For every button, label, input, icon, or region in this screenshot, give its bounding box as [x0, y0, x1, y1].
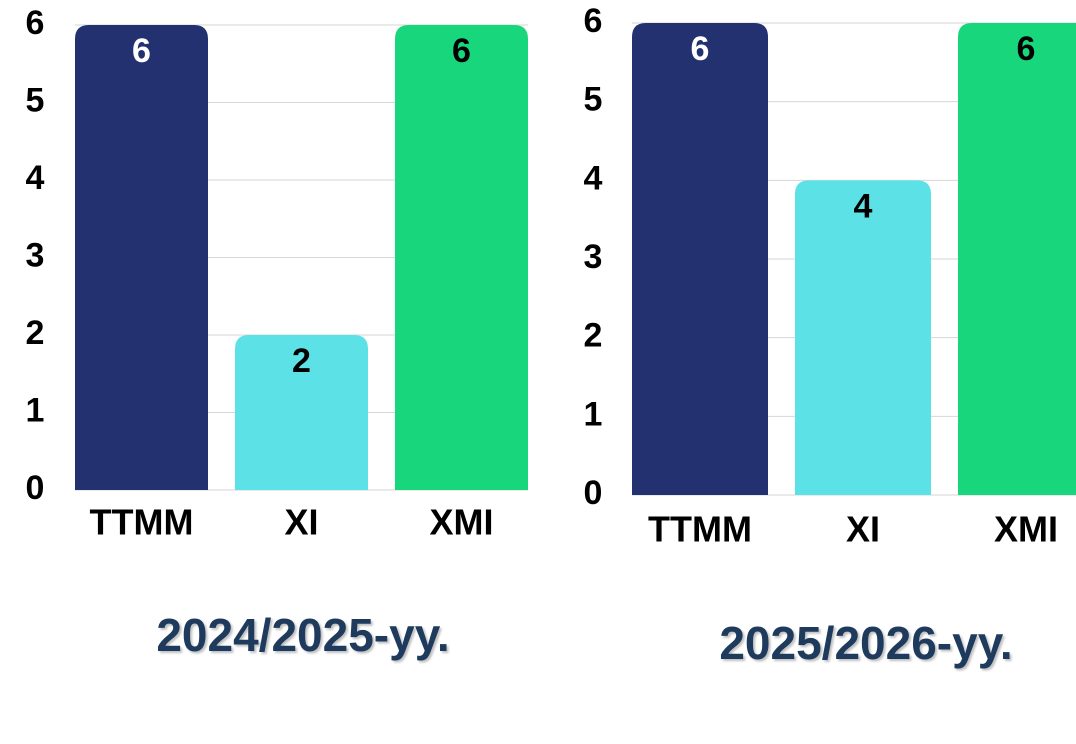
bar — [795, 180, 931, 496]
bar — [958, 23, 1076, 495]
y-tick-label: 5 — [26, 81, 45, 119]
y-tick-label: 0 — [26, 469, 45, 507]
value-label: 6 — [1017, 30, 1036, 68]
y-tick-label: 1 — [26, 391, 45, 429]
y-tick-label: 3 — [26, 236, 45, 274]
x-tick-label: XI — [284, 502, 318, 543]
value-label: 6 — [132, 32, 151, 70]
value-label: 4 — [854, 187, 873, 225]
chart-title: 2024/2025-yy. — [156, 609, 450, 661]
y-tick-label: 2 — [584, 317, 603, 355]
y-tick-label: 0 — [584, 474, 603, 512]
bar — [395, 25, 528, 490]
x-tick-label: XMI — [429, 502, 493, 543]
bar — [632, 23, 768, 495]
x-tick-label: XI — [846, 509, 880, 550]
chart-title: 2025/2026-yy. — [719, 617, 1013, 669]
y-tick-label: 5 — [584, 81, 603, 119]
y-tick-label: 6 — [26, 4, 45, 42]
y-tick-label: 3 — [584, 238, 603, 276]
y-tick-label: 1 — [584, 395, 603, 433]
y-tick-label: 2 — [26, 314, 45, 352]
bar — [235, 335, 368, 490]
x-tick-label: TTMM — [648, 509, 752, 550]
y-tick-label: 6 — [584, 2, 603, 40]
bar — [75, 25, 208, 490]
x-tick-label: XMI — [994, 509, 1058, 550]
y-tick-label: 4 — [584, 159, 603, 197]
x-tick-label: TTMM — [90, 502, 194, 543]
y-tick-label: 4 — [26, 159, 45, 197]
value-label: 6 — [452, 32, 471, 70]
value-label: 2 — [292, 342, 311, 380]
value-label: 6 — [691, 30, 710, 68]
